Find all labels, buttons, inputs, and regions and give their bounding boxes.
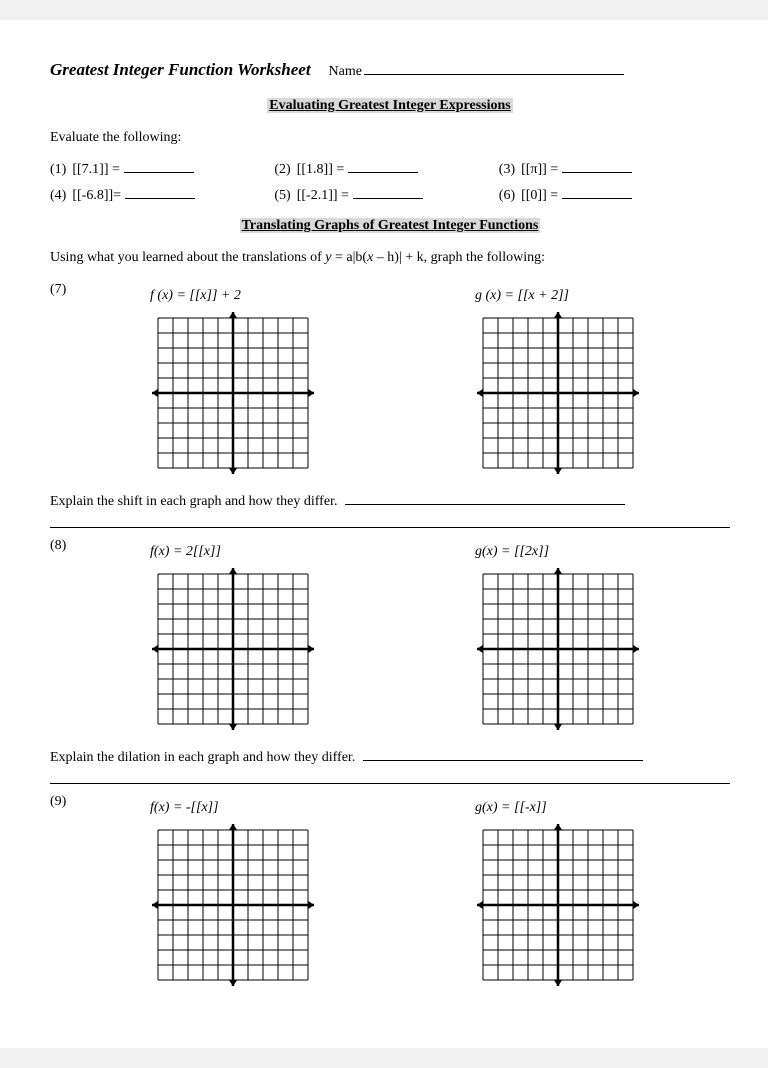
problem-7: (7) f (x) = [[x]] + 2 g (x) = [[x + 2]] xyxy=(50,282,730,486)
problem-8-num: (8) xyxy=(50,538,80,554)
problem-7-num: (7) xyxy=(50,282,80,298)
section1-intro: Evaluate the following: xyxy=(50,130,730,146)
p9-right-grid xyxy=(475,822,730,988)
problem-9-num: (9) xyxy=(50,794,80,810)
worksheet-page: Greatest Integer Function Worksheet Name… xyxy=(0,20,768,1048)
p7-right-grid xyxy=(475,310,730,476)
header-row: Greatest Integer Function Worksheet Name xyxy=(50,60,730,80)
name-blank-line[interactable] xyxy=(364,74,624,75)
p8-explain: Explain the dilation in each graph and h… xyxy=(50,750,730,766)
name-label: Name xyxy=(329,64,362,80)
section1-heading: Evaluating Greatest Integer Expressions xyxy=(50,98,730,114)
problem-6: (6) [[0]] = xyxy=(499,188,723,204)
problem-9: (9) f(x) = -[[x]] g(x) = [[-x]] xyxy=(50,794,730,998)
problem-4: (4) [[-6.8]]= xyxy=(50,188,274,204)
p7-right-func: g (x) = [[x + 2]] xyxy=(475,288,730,304)
p9-left-grid xyxy=(150,822,405,988)
section2-intro: Using what you learned about the transla… xyxy=(50,250,730,266)
p9-right-func: g(x) = [[-x]] xyxy=(475,800,730,816)
p8-left-func: f(x) = 2[[x]] xyxy=(150,544,405,560)
continuation-line[interactable] xyxy=(50,782,730,784)
continuation-line[interactable] xyxy=(50,526,730,528)
p7-left-func: f (x) = [[x]] + 2 xyxy=(150,288,405,304)
p7-left-grid xyxy=(150,310,405,476)
p9-left-func: f(x) = -[[x]] xyxy=(150,800,405,816)
answer-blank[interactable] xyxy=(562,198,632,199)
eval-row-1: (1) [[7.1]] = (2) [[1.8]] = (3) [[π]] = xyxy=(50,162,730,178)
problem-5: (5) [[-2.1]] = xyxy=(274,188,498,204)
answer-blank[interactable] xyxy=(353,198,423,199)
problem-2: (2) [[1.8]] = xyxy=(274,162,498,178)
p8-left-grid xyxy=(150,566,405,732)
p8-right-grid xyxy=(475,566,730,732)
answer-blank[interactable] xyxy=(124,172,194,173)
worksheet-title: Greatest Integer Function Worksheet xyxy=(50,60,311,80)
eval-row-2: (4) [[-6.8]]= (5) [[-2.1]] = (6) [[0]] = xyxy=(50,188,730,204)
p7-explain: Explain the shift in each graph and how … xyxy=(50,494,730,510)
p8-right-func: g(x) = [[2x]] xyxy=(475,544,730,560)
explain-blank[interactable] xyxy=(363,760,643,761)
problem-3: (3) [[π]] = xyxy=(499,162,723,178)
answer-blank[interactable] xyxy=(125,198,195,199)
explain-blank[interactable] xyxy=(345,504,625,505)
answer-blank[interactable] xyxy=(348,172,418,173)
section2-heading: Translating Graphs of Greatest Integer F… xyxy=(50,218,730,234)
problem-1: (1) [[7.1]] = xyxy=(50,162,274,178)
problem-8: (8) f(x) = 2[[x]] g(x) = [[2x]] xyxy=(50,538,730,742)
answer-blank[interactable] xyxy=(562,172,632,173)
